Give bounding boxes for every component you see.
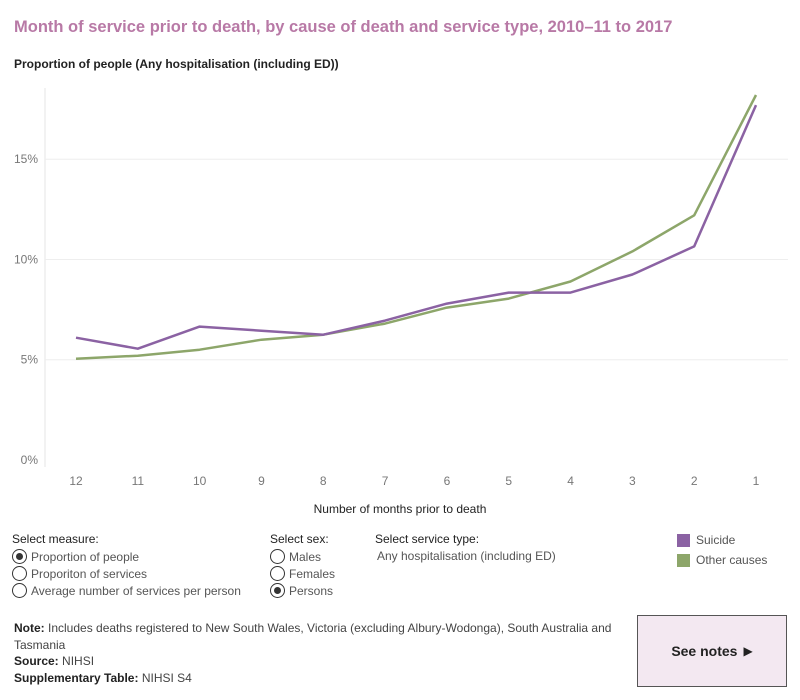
x-tick-label: 5 xyxy=(505,474,512,488)
notes-section: Note: Includes deaths registered to New … xyxy=(14,620,626,686)
source-text: NIHSI xyxy=(58,654,95,668)
legend-item-suicide: Suicide xyxy=(677,533,735,547)
y-tick-label: 5% xyxy=(21,353,39,367)
legend-label: Other causes xyxy=(696,553,768,567)
sex-option-persons[interactable]: Persons xyxy=(270,583,333,598)
x-tick-label: 9 xyxy=(258,474,265,488)
chart-grid xyxy=(44,88,788,467)
radio-icon[interactable] xyxy=(12,583,27,598)
x-tick-label: 8 xyxy=(320,474,327,488)
chart-lines xyxy=(75,94,758,360)
measure-option-average-services[interactable]: Average number of services per person xyxy=(12,583,241,598)
option-label: Proporiton of services xyxy=(31,566,148,581)
series-line-other-causes xyxy=(75,94,758,360)
radio-selected-icon[interactable] xyxy=(270,583,285,598)
y-tick-label: 0% xyxy=(21,453,39,467)
x-tick-label: 12 xyxy=(69,474,83,488)
source-label: Source: xyxy=(14,654,59,668)
option-label: Proportion of people xyxy=(31,549,140,564)
chart-subtitle: Proportion of people (Any hospitalisatio… xyxy=(14,57,339,71)
x-tick-label: 11 xyxy=(132,474,145,488)
supplementary-line: Supplementary Table: NIHSI S4 xyxy=(14,670,626,687)
see-notes-label: See notes xyxy=(671,643,738,659)
radio-icon[interactable] xyxy=(270,549,285,564)
legend-swatch-suicide xyxy=(677,533,690,547)
radio-icon[interactable] xyxy=(12,566,27,581)
option-label: Females xyxy=(289,566,336,581)
see-notes-button[interactable]: See notes ▶ xyxy=(637,615,787,687)
page-title: Month of service prior to death, by caus… xyxy=(14,18,673,36)
supplementary-label: Supplementary Table: xyxy=(14,670,139,685)
y-tick-label: 15% xyxy=(14,152,38,166)
legend-item-other-causes: Other causes xyxy=(677,553,767,567)
radio-icon[interactable] xyxy=(270,566,285,581)
source-line: Source: NIHSI xyxy=(14,653,626,670)
x-tick-label: 10 xyxy=(193,474,207,488)
line-chart: 0% 5% 10% 15% 12 11 10 9 8 7 6 5 4 3 2 1 xyxy=(14,88,788,488)
service-type-label: Select service type: xyxy=(375,532,480,546)
note-text: Includes deaths registered to New South … xyxy=(14,621,612,652)
legend-swatch-other-causes xyxy=(677,553,690,567)
option-label: Males xyxy=(289,549,322,564)
y-tick-label: 10% xyxy=(14,252,38,266)
sex-label: Select sex: xyxy=(270,532,329,546)
supplementary-text: NIHSI S4 xyxy=(138,670,192,685)
measure-option-proportion-people[interactable]: Proportion of people xyxy=(12,549,139,564)
y-axis-ticks: 0% 5% 10% 15% xyxy=(14,152,38,467)
radio-selected-icon[interactable] xyxy=(12,549,27,564)
x-axis-ticks: 12 11 10 9 8 7 6 5 4 3 2 1 xyxy=(69,474,759,488)
series-line-suicide xyxy=(75,104,758,350)
sex-option-females[interactable]: Females xyxy=(270,566,335,581)
option-label: Average number of services per person xyxy=(31,583,241,598)
option-label: Persons xyxy=(289,583,334,598)
x-tick-label: 6 xyxy=(444,474,451,488)
measure-label: Select measure: xyxy=(12,532,99,546)
play-triangle-icon: ▶ xyxy=(743,644,753,658)
legend-label: Suicide xyxy=(696,533,736,547)
x-tick-label: 4 xyxy=(567,474,574,488)
x-tick-label: 1 xyxy=(753,474,760,488)
x-axis-label: Number of months prior to death xyxy=(313,502,487,516)
x-tick-label: 3 xyxy=(629,474,636,488)
note-label: Note: xyxy=(14,621,45,635)
x-tick-label: 7 xyxy=(382,474,389,488)
measure-option-proportion-services[interactable]: Proporiton of services xyxy=(12,566,147,581)
sex-option-males[interactable]: Males xyxy=(270,549,321,564)
note-line: Note: Includes deaths registered to New … xyxy=(14,620,626,653)
service-type-select[interactable]: Any hospitalisation (including ED) xyxy=(377,549,556,563)
x-tick-label: 2 xyxy=(691,474,698,488)
